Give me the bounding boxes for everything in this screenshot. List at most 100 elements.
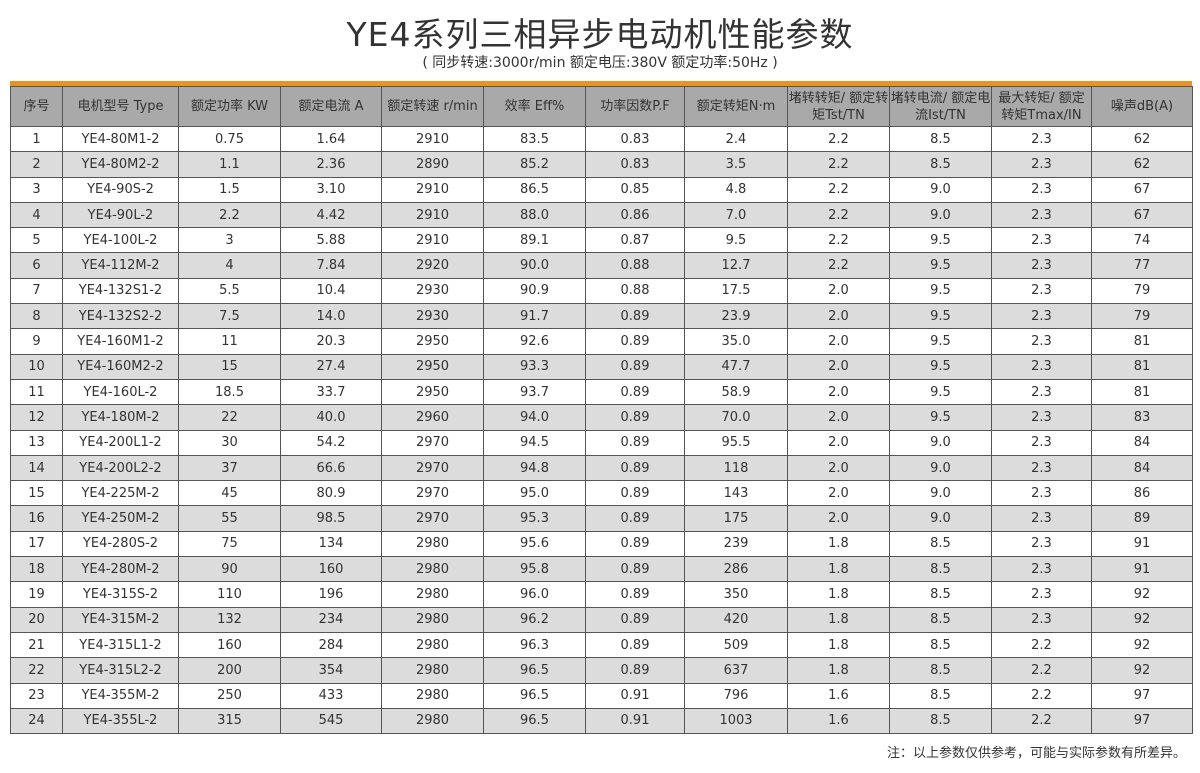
table-row: 20 YE4-315M-2 132 234 2980 96.2 0.89 420 1.8 8.5 2… bbox=[10, 606, 1193, 633]
table-cell: 10.4 bbox=[280, 277, 382, 305]
table-cell: 96.2 bbox=[483, 606, 586, 633]
table-cell: 1.8 bbox=[787, 581, 890, 608]
table-cell: 160 bbox=[178, 631, 281, 659]
table-cell: 9.5 bbox=[889, 328, 992, 355]
table-cell: 2.3 bbox=[991, 404, 1092, 431]
table-cell: 4.42 bbox=[280, 201, 382, 229]
table-cell: 637 bbox=[684, 657, 788, 684]
table-cell: YE4-200L2-2 bbox=[62, 454, 179, 482]
table-cell: 0.89 bbox=[585, 454, 685, 482]
table-cell: 67 bbox=[1091, 176, 1193, 203]
table-cell: 2.0 bbox=[787, 353, 890, 380]
table-cell: 95.5 bbox=[684, 429, 788, 456]
table-cell: YE4-315S-2 bbox=[62, 581, 179, 608]
table-cell: 2.3 bbox=[991, 227, 1092, 254]
table-cell: 79 bbox=[1091, 303, 1193, 330]
table-cell: 9.0 bbox=[889, 505, 992, 532]
column-header: 堵转电流/ 额定电流Ist/TN bbox=[889, 86, 992, 127]
table-cell: 2960 bbox=[381, 404, 484, 431]
table-cell: 7.84 bbox=[280, 252, 382, 279]
table-cell: 0.89 bbox=[585, 378, 685, 406]
table-cell: 94.0 bbox=[483, 404, 586, 431]
table-cell: 9.0 bbox=[889, 454, 992, 482]
table-cell: 0.89 bbox=[585, 328, 685, 355]
table-cell: 67 bbox=[1091, 201, 1193, 229]
page-title: YE4系列三相异步电动机性能参数 bbox=[346, 15, 854, 54]
table-cell: 24 bbox=[10, 707, 63, 735]
table-row: 23 YE4-355M-2 250 433 2980 96.5 0.91 796 1.6 8.5 2… bbox=[10, 682, 1193, 709]
table-cell: 23.9 bbox=[684, 303, 788, 330]
table-row: 16 YE4-250M-2 55 98.5 2970 95.3 0.89 175 2.0 9.0 2… bbox=[10, 505, 1193, 532]
table-cell: 75 bbox=[178, 530, 281, 558]
table-cell: 8.5 bbox=[889, 151, 992, 178]
table-cell: 13 bbox=[10, 429, 63, 456]
table-cell: 20 bbox=[10, 606, 63, 633]
table-cell: 18.5 bbox=[178, 378, 281, 406]
table-cell: 2.3 bbox=[991, 328, 1092, 355]
table-cell: 3 bbox=[10, 176, 63, 203]
column-header: 额定电流 A bbox=[280, 86, 382, 127]
table-cell: 2980 bbox=[381, 657, 484, 684]
table-cell: 354 bbox=[280, 657, 382, 684]
table-cell: 85.2 bbox=[483, 151, 586, 178]
table-cell: 2950 bbox=[381, 378, 484, 406]
column-header: 额定功率 KW bbox=[178, 86, 281, 127]
column-header: 序号 bbox=[10, 86, 63, 127]
table-cell: 1.8 bbox=[787, 631, 890, 659]
table-row: 2 YE4-80M2-2 1.1 2.36 2890 85.2 0.83 3.5 2.2 8.5 2… bbox=[10, 151, 1193, 178]
table-cell: 77 bbox=[1091, 252, 1193, 279]
table-cell: 2920 bbox=[381, 252, 484, 279]
table-cell: 7.0 bbox=[684, 201, 788, 229]
table-cell: 18 bbox=[10, 556, 63, 583]
table-cell: 2.3 bbox=[991, 353, 1092, 380]
column-header: 噪声dB(A) bbox=[1091, 86, 1193, 127]
table-cell: 2.3 bbox=[991, 201, 1092, 229]
table-cell: 2.3 bbox=[991, 378, 1092, 406]
table-cell: 239 bbox=[684, 530, 788, 558]
table-cell: 93.7 bbox=[483, 378, 586, 406]
column-header: 额定转速 r/min bbox=[381, 86, 484, 127]
table-cell: 0.83 bbox=[585, 151, 685, 178]
table-cell: YE4-90L-2 bbox=[62, 201, 179, 229]
table-row: 14 YE4-200L2-2 37 66.6 2970 94.8 0.89 118 2.0 9.0… bbox=[10, 454, 1193, 482]
table-cell: 2910 bbox=[381, 176, 484, 203]
table-cell: 86 bbox=[1091, 480, 1193, 507]
table-cell: 62 bbox=[1091, 151, 1193, 178]
table-cell: 96.5 bbox=[483, 707, 586, 735]
table-cell: 132 bbox=[178, 606, 281, 633]
table-cell: 2.0 bbox=[787, 303, 890, 330]
table-cell: 2.3 bbox=[991, 277, 1092, 305]
table-cell: 8 bbox=[10, 303, 63, 330]
table-row: 24 YE4-355L-2 315 545 2980 96.5 0.91 1003 1.6 8.5… bbox=[10, 707, 1193, 735]
table-cell: 160 bbox=[280, 556, 382, 583]
table-cell: 54.2 bbox=[280, 429, 382, 456]
table-row: 22 YE4-315L2-2 200 354 2980 96.5 0.89 637 1.8 8.5… bbox=[10, 657, 1193, 684]
table-cell: 2.0 bbox=[787, 378, 890, 406]
table-cell: 4 bbox=[178, 252, 281, 279]
table-cell: 1.8 bbox=[787, 606, 890, 633]
table-cell: 5.88 bbox=[280, 227, 382, 254]
table-cell: 0.86 bbox=[585, 201, 685, 229]
table-cell: 97 bbox=[1091, 707, 1193, 735]
page-subtitle: ( 同步转速:3000r/min 额定电压:380V 额定功率:50Hz ) bbox=[422, 55, 778, 71]
table-cell: 2980 bbox=[381, 581, 484, 608]
table-cell: 0.89 bbox=[585, 480, 685, 507]
table-cell: 2.2 bbox=[787, 125, 890, 153]
table-cell: 92 bbox=[1091, 657, 1193, 684]
table-cell: 22 bbox=[178, 404, 281, 431]
column-header: 最大转矩/ 额定转矩Tmax/IN bbox=[991, 86, 1092, 127]
table-cell: 9.5 bbox=[889, 227, 992, 254]
table-cell: 96.5 bbox=[483, 682, 586, 709]
table-cell: 420 bbox=[684, 606, 788, 633]
table-cell: 9.5 bbox=[684, 227, 788, 254]
table-cell: 81 bbox=[1091, 378, 1193, 406]
table-cell: 96.5 bbox=[483, 657, 586, 684]
table-cell: 92 bbox=[1091, 606, 1193, 633]
table-cell: 0.89 bbox=[585, 429, 685, 456]
table-cell: 134 bbox=[280, 530, 382, 558]
table-cell: 2980 bbox=[381, 707, 484, 735]
table-cell: 2970 bbox=[381, 429, 484, 456]
table-cell: 1.8 bbox=[787, 556, 890, 583]
table-cell: 8.5 bbox=[889, 682, 992, 709]
table-cell: 88.0 bbox=[483, 201, 586, 229]
